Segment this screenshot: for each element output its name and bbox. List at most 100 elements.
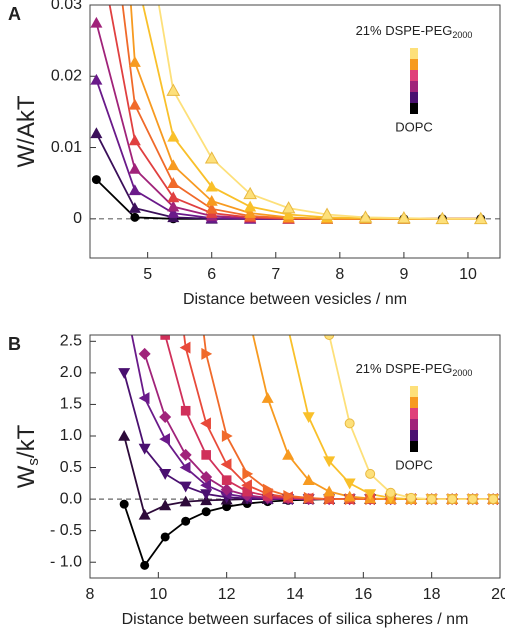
data-point [221, 178, 233, 189]
y-axis-label-rest: /kT [13, 424, 40, 458]
plot-area [90, 5, 488, 225]
data-point [323, 485, 336, 497]
panel-label: A [8, 4, 21, 24]
y-tick-label: 0.01 [51, 139, 82, 156]
data-point [281, 201, 296, 214]
y-axis-label: Ws/kT [13, 424, 42, 488]
y-tick-label: 0 [73, 210, 82, 227]
data-point [128, 98, 141, 110]
data-point [138, 443, 151, 455]
data-point [303, 491, 315, 504]
data-point [119, 499, 129, 509]
series-line [183, 335, 494, 501]
data-point [435, 211, 450, 225]
data-point [302, 412, 315, 424]
data-point [262, 483, 274, 496]
data-point [467, 494, 478, 505]
data-point [128, 134, 141, 146]
data-point [205, 202, 218, 214]
data-point [304, 179, 313, 188]
colorbar-top-text: 21% DSPE-PEG [356, 23, 453, 38]
data-point [159, 499, 172, 511]
data-point [201, 507, 211, 517]
data-point [167, 207, 180, 218]
y-tick-label: 0.5 [60, 459, 82, 476]
data-point [244, 200, 257, 212]
data-point [138, 508, 151, 520]
data-point [200, 471, 213, 484]
data-point [426, 494, 437, 505]
x-tick-label: 6 [207, 266, 216, 283]
colorbar-swatch [410, 419, 418, 430]
data-point [262, 179, 274, 190]
data-point [200, 417, 211, 430]
x-tick-label: 8 [86, 586, 95, 603]
colorbar-swatch [410, 70, 418, 81]
data-point [159, 469, 172, 480]
data-point [118, 368, 131, 379]
data-point [221, 475, 232, 485]
x-tick-label: 5 [143, 266, 152, 283]
series-line [252, 335, 494, 501]
colorbar-swatch [410, 81, 418, 92]
x-axis-label: Distance between vesicles / nm [183, 291, 407, 308]
y-axis-label-main: W/AkT [13, 95, 40, 167]
data-point [167, 200, 180, 212]
data-point [282, 324, 294, 335]
data-point [180, 405, 191, 416]
colorbar-bottom-label: DOPC [395, 457, 433, 472]
colorbar-swatch [410, 430, 418, 441]
y-axis-label-sub: s [25, 458, 42, 466]
data-point [488, 494, 499, 505]
data-point [130, 212, 140, 222]
data-point [473, 211, 488, 225]
data-point [205, 194, 218, 206]
data-point [160, 335, 170, 340]
series-line [130, 335, 494, 501]
data-point [221, 429, 233, 442]
colorbar-top-sub: 2000 [452, 368, 472, 378]
x-tick-label: 8 [335, 266, 344, 283]
y-tick-label: 1.0 [60, 427, 82, 444]
data-point [167, 191, 180, 203]
data-point [159, 433, 170, 446]
y-axis-label: W/AkT [13, 95, 40, 167]
colorbar-top-text: 21% DSPE-PEG [356, 361, 453, 376]
colorbar-swatch [410, 386, 418, 397]
data-point [343, 478, 356, 490]
y-tick-label: 0.02 [51, 67, 82, 84]
data-point [243, 186, 258, 200]
data-point [447, 494, 458, 505]
data-point [283, 489, 295, 502]
colorbar-swatch [410, 103, 418, 114]
x-tick-label: 20 [491, 586, 505, 603]
data-point [118, 291, 129, 303]
colorbar-swatch [410, 59, 418, 70]
data-point [220, 458, 232, 471]
data-point [179, 448, 192, 461]
data-point [244, 207, 257, 218]
colorbar-bottom-label: DOPC [395, 119, 433, 134]
data-point [320, 207, 334, 220]
data-point [205, 180, 218, 192]
data-point [204, 151, 219, 164]
y-tick-label: 0.03 [51, 0, 82, 13]
x-tick-label: 14 [286, 586, 304, 603]
y-tick-label: - 1.0 [50, 553, 82, 570]
data-point [220, 483, 233, 496]
y-tick-label: 0.0 [60, 490, 82, 507]
data-point [261, 392, 274, 403]
series-line [288, 335, 494, 501]
x-tick-label: 12 [218, 586, 236, 603]
data-point [397, 211, 411, 224]
x-tick-label: 18 [423, 586, 441, 603]
data-point [128, 202, 141, 213]
y-tick-label: 2.0 [60, 364, 82, 381]
data-point [179, 495, 192, 507]
data-point [160, 532, 170, 542]
data-point [242, 467, 254, 480]
x-tick-label: 16 [354, 586, 372, 603]
data-point [365, 468, 376, 479]
data-point [385, 487, 396, 498]
data-point [181, 516, 191, 526]
